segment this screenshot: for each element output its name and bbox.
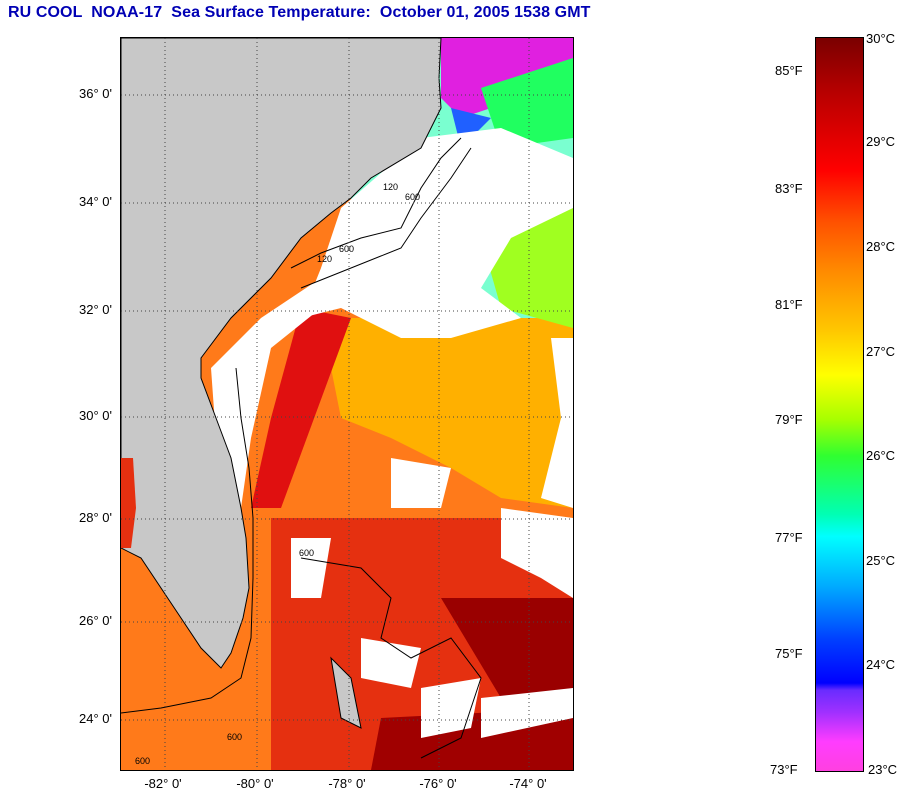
- colorbar-label-77f: 77°F: [775, 530, 803, 545]
- temperature-color-bar: [815, 37, 864, 772]
- longitude-label-76: -76° 0': [419, 776, 457, 791]
- cloud-cover-north: [301, 128, 573, 338]
- sst-band-magenta-north: [441, 38, 573, 118]
- sst-band-yellow: [321, 318, 573, 508]
- contour-bahamas: [300, 557, 482, 759]
- cloud-cover-patch-1: [391, 458, 451, 508]
- graticule: [121, 38, 573, 770]
- contour-120m: [290, 137, 462, 269]
- latitude-label-26: 26° 0': [79, 613, 112, 628]
- latitude-label-30: 30° 0': [79, 408, 112, 423]
- latitude-label-24: 24° 0': [79, 711, 112, 726]
- land-mass-gulf-coast: [121, 458, 136, 548]
- contour-shelf-south: [121, 367, 254, 714]
- latitude-label-36: 36° 0': [79, 86, 112, 101]
- longitude-label-74: -74° 0': [509, 776, 547, 791]
- sea-surface-temperature-map: 120 600 120 600 600 600 600: [120, 37, 574, 771]
- colorbar-label-30c: 30°C: [866, 31, 896, 46]
- sst-band-dark-red: [441, 598, 573, 698]
- latitude-label-34: 34° 0': [79, 194, 112, 209]
- longitude-label-80: -80° 0': [236, 776, 274, 791]
- colorbar-label-83f: 83°F: [775, 181, 803, 196]
- land-mass-us-coast: [121, 38, 442, 669]
- cloud-cover-patch-4: [361, 638, 421, 688]
- colorbar-label-23c: 23°C: [868, 762, 898, 777]
- map-canvas: 120 600 120 600 600 600 600: [121, 38, 573, 770]
- latitude-label-32: 32° 0': [79, 302, 112, 317]
- colorbar-label-29c: 29°C: [866, 134, 896, 149]
- colorbar-label-28c: 28°C: [866, 239, 896, 254]
- cloud-cover-east: [541, 338, 573, 508]
- contour-label-4: 600: [339, 244, 354, 254]
- sst-band-gulfstream: [251, 308, 351, 508]
- contour-label-7: 600: [135, 756, 150, 766]
- colorbar-label-27c: 27°C: [866, 344, 896, 359]
- cloud-cover-coastal: [211, 278, 321, 508]
- colorbar-label-79f: 79°F: [775, 412, 803, 427]
- land-island-bahamas-1: [330, 656, 362, 729]
- colorbar-label-24c: 24°C: [866, 657, 896, 672]
- longitude-label-82: -82° 0': [144, 776, 182, 791]
- cloud-cover-patch-3: [291, 538, 331, 598]
- colorbar-label-81f: 81°F: [775, 297, 803, 312]
- colorbar-label-75f: 75°F: [775, 646, 803, 661]
- contour-label-5: 600: [299, 548, 314, 558]
- colorbar-label-85f: 85°F: [775, 63, 803, 78]
- latitude-label-28: 28° 0': [79, 510, 112, 525]
- contour-600m: [300, 147, 472, 289]
- sst-band-green-north: [481, 58, 573, 148]
- cloud-cover-patch-6: [481, 688, 573, 738]
- contour-label-1: 120: [383, 182, 398, 192]
- contour-label-3: 120: [317, 254, 332, 264]
- contour-label-2: 600: [405, 192, 420, 202]
- map-title: RU COOL NOAA-17 Sea Surface Temperature:…: [8, 4, 591, 21]
- colorbar-label-73f: 73°F: [770, 762, 798, 777]
- cloud-cover-patch-2: [501, 508, 573, 598]
- colorbar-label-26c: 26°C: [866, 448, 896, 463]
- longitude-label-78: -78° 0': [328, 776, 366, 791]
- colorbar-label-25c: 25°C: [866, 553, 896, 568]
- contour-label-6: 600: [227, 732, 242, 742]
